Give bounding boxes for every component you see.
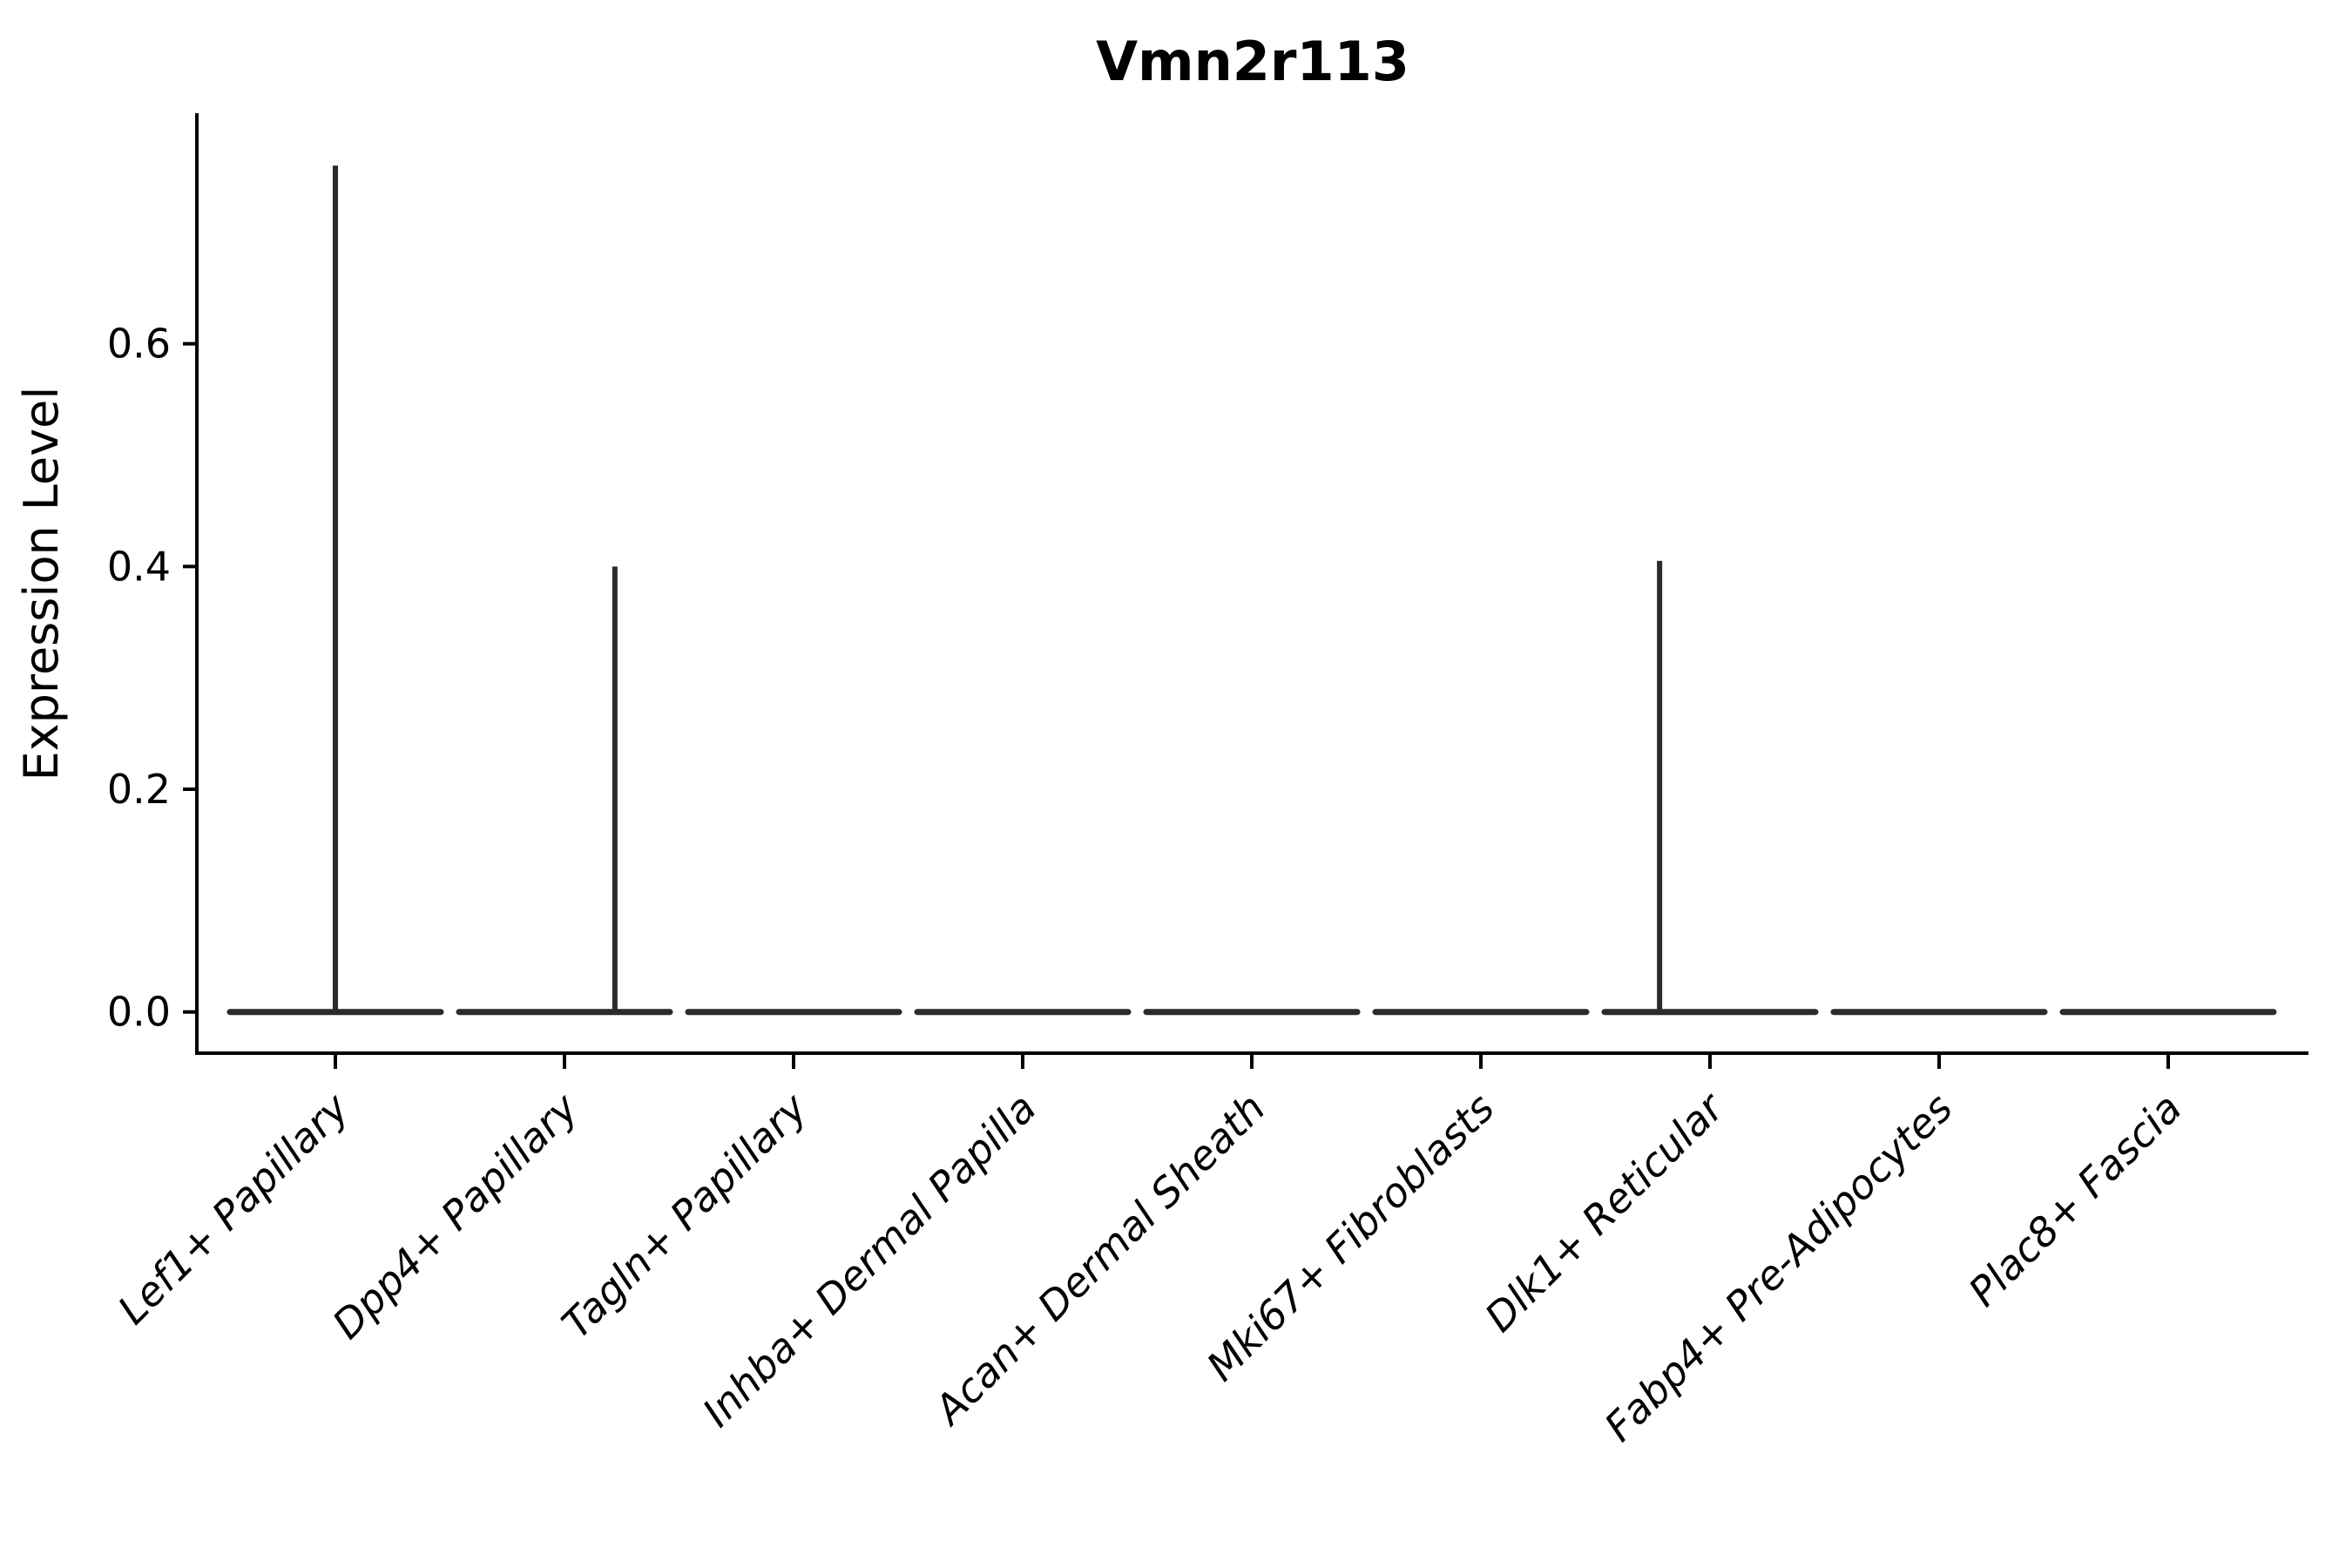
y-tick-label: 0.6 (107, 321, 171, 368)
x-tick-label: Dpp4+ Papillary (323, 1084, 587, 1348)
chart-title: Vmn2r113 (1096, 30, 1409, 93)
x-tick-label: Plac8+ Fascia (1959, 1085, 2190, 1315)
y-axis-label: Expression Level (14, 387, 69, 781)
x-tick-label: Dlk1+ Reticular (1476, 1082, 1734, 1341)
x-tick-label: Lef1+ Papillary (109, 1084, 358, 1333)
y-tick-label: 0.4 (107, 543, 171, 590)
y-tick-label: 0.2 (107, 766, 171, 813)
y-tick-label: 0.0 (107, 989, 171, 1036)
x-tick-label: Tagln+ Papillary (552, 1084, 816, 1348)
